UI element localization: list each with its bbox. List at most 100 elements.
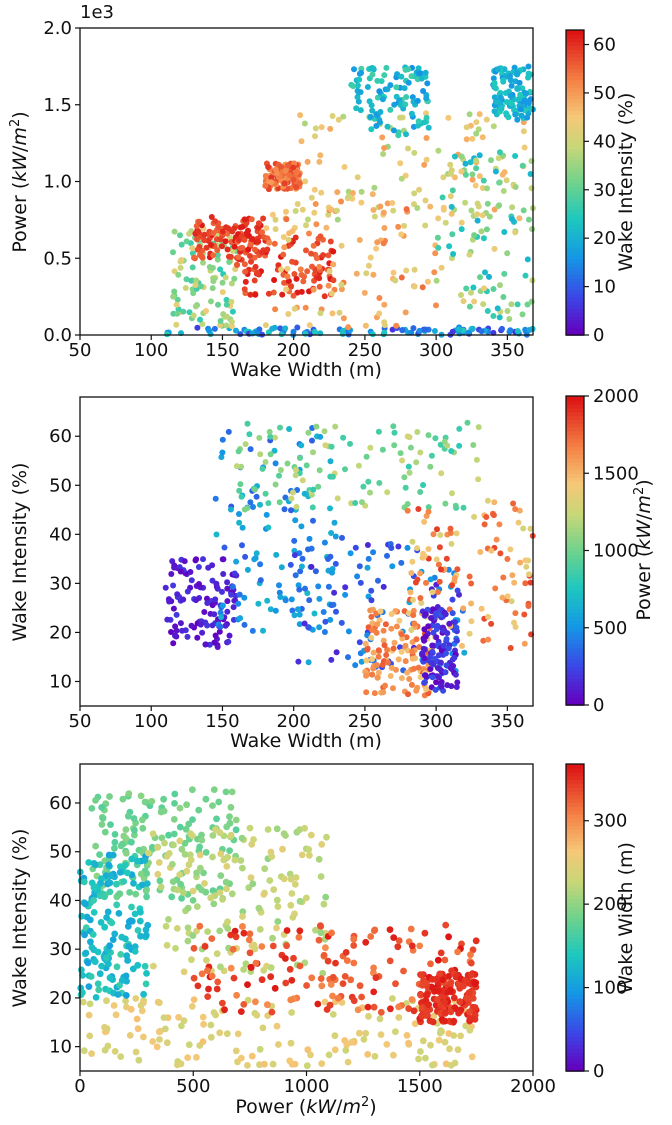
colorbar-segment [566,998,584,1003]
scatter-point [124,812,132,820]
scatter-point [205,985,212,993]
scatter-point [462,160,469,167]
scatter-point [254,269,261,276]
scatter-point [122,997,129,1005]
colorbar-segment [566,178,584,184]
colorbar-segment [566,442,584,448]
scatter-point [339,534,345,541]
colorbar-segment [566,982,584,988]
scatter-point [350,959,358,967]
scatter-point [279,291,286,298]
scatter-point [87,938,94,946]
scatter-point [380,240,387,247]
scatter-point [282,979,290,987]
scatter-point [369,656,375,663]
scatter-point [217,872,225,879]
scatter-point [512,624,519,630]
scatter-point [173,301,180,308]
scatter-point [328,443,335,450]
scatter-point [231,856,239,864]
scatter-point [207,1033,215,1041]
scatter-point [154,870,162,878]
scatter-point [239,864,246,872]
scatter-point [224,246,231,253]
scatter-point [214,585,221,592]
scatter-point [236,519,243,526]
scatter-point [506,328,513,335]
scatter-point [171,800,178,807]
scatter-point [217,236,224,243]
point-cluster [416,970,480,1026]
colorbar-tick-label: 10 [593,277,616,298]
scatter-point [304,268,311,275]
scatter-point [293,466,299,473]
colorbar-segment [566,674,584,679]
scatter-point [131,831,138,839]
scatter-point [260,215,267,222]
scatter-point [525,70,532,77]
scatter-point [239,542,245,549]
scatter-point [228,280,235,287]
scatter-point [331,519,338,526]
scatter-point [411,1020,419,1028]
x-tick-label: 250 [348,711,382,732]
scatter-point [274,903,282,910]
colorbar-segment [566,209,584,214]
scatter-point [377,203,384,210]
scatter-point [245,246,252,253]
colorbar-segment [566,1036,584,1042]
scatter-point [471,298,478,305]
colorbar-segment [566,852,584,857]
scatter-point [170,640,177,647]
scatter-point [132,995,140,1002]
scatter-point [486,273,492,280]
scatter-point [201,880,208,887]
scatter-point [247,963,255,971]
scatter-point [190,312,197,319]
scatter-point [442,921,450,929]
scatter-point [249,880,257,888]
scatter-point [180,596,187,603]
scatter-point [193,869,201,877]
scatter-point [194,324,201,331]
scatter-point [202,641,209,648]
scatter-point [306,288,312,295]
scatter-point [517,91,524,98]
scatter-points-top [164,63,536,338]
scatter-point [295,933,303,941]
scatter-point [347,976,355,984]
scatter-point [381,319,388,326]
scatter-point [329,992,336,1000]
scatter-point [409,538,416,545]
scatter-point [232,816,240,824]
scatter-point [220,571,227,577]
scatter-point [272,460,279,467]
scatter-point [214,256,221,263]
scatter-point [107,872,115,880]
scatter-point [228,318,235,325]
scatter-point [160,795,168,803]
scatter-point [184,904,192,912]
scatter-point [451,575,458,582]
colorbar-segment [566,608,584,614]
scatter-point [475,476,482,483]
scatter-point [210,252,217,259]
scatter-point [281,279,288,286]
scatter-point [380,209,387,216]
scatter-point [219,228,226,235]
scatter-point [296,897,304,905]
scatter-point [527,525,534,532]
scatter-point [288,1009,295,1016]
scatter-point [325,583,332,590]
scatter-point [90,884,98,891]
scatter-point [329,473,336,480]
scatter-point [446,243,453,250]
scatter-point [422,679,428,685]
scatter-point [312,568,319,575]
scatter-point [258,943,266,950]
scatter-point [450,994,458,1002]
scatter-point [358,658,365,665]
scatter-point [308,545,315,552]
